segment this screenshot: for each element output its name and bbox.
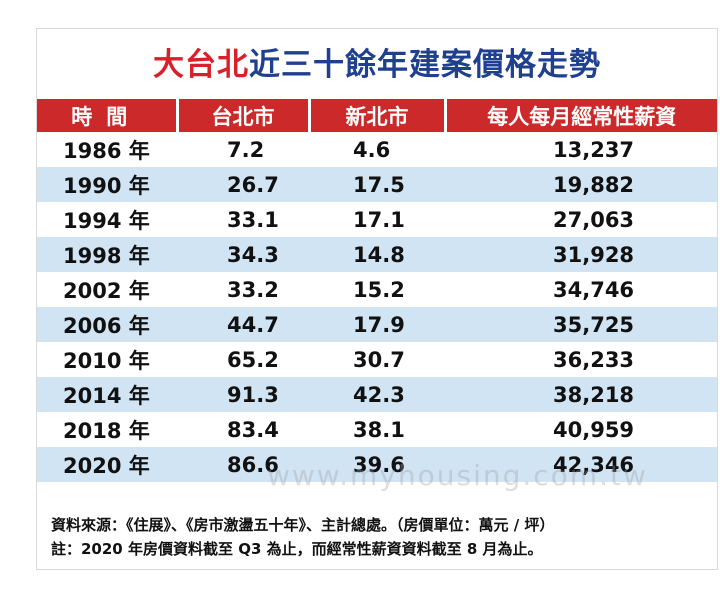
table-row: 2010 年 65.2 30.7 36,233 — [37, 342, 717, 377]
cell-new-taipei: 30.7 — [353, 347, 405, 372]
cell-wage: 34,746 — [553, 277, 635, 302]
title-region: 大台北 — [153, 47, 249, 83]
cell-new-taipei: 38.1 — [353, 417, 405, 442]
footnotes: 資料來源：《住展》、《房市激盪五十年》、主計總處。（房價單位：萬元 / 坪） 註… — [51, 513, 554, 561]
cell-new-taipei: 17.1 — [353, 207, 405, 232]
cell-new-taipei: 15.2 — [353, 277, 405, 302]
title-main: 近三十餘年建案價格走勢 — [249, 47, 601, 83]
cell-year: 1994 年 — [63, 208, 150, 233]
table-row: 1990 年 26.7 17.5 19,882 — [37, 167, 717, 202]
table-row: 2002 年 33.2 15.2 34,746 — [37, 272, 717, 307]
price-trend-card: 大台北近三十餘年建案價格走勢 時間 台北市 新北市 每人每月經常性薪資 1986… — [36, 28, 718, 570]
cell-new-taipei: 42.3 — [309, 377, 445, 412]
cell-year: 1998 年 — [37, 237, 177, 272]
price-table: 時間 台北市 新北市 每人每月經常性薪資 1986 年 7.2 4.6 13,2… — [37, 99, 717, 482]
cell-taipei: 86.6 — [177, 447, 309, 482]
cell-new-taipei: 17.5 — [309, 167, 445, 202]
watermark: www.myhousing.com.tw — [267, 459, 648, 492]
cell-year: 1990 年 — [37, 167, 177, 202]
cell-year: 2006 年 — [37, 307, 177, 342]
cell-wage: 35,725 — [445, 307, 717, 342]
cell-taipei: 26.7 — [177, 167, 309, 202]
cell-wage: 19,882 — [445, 167, 717, 202]
table-header-row: 時間 台北市 新北市 每人每月經常性薪資 — [37, 99, 717, 132]
cell-taipei: 83.4 — [227, 417, 279, 442]
cell-taipei: 34.3 — [177, 237, 309, 272]
header-time: 時間 — [37, 99, 177, 132]
cell-year: 2014 年 — [37, 377, 177, 412]
cell-taipei: 65.2 — [227, 347, 279, 372]
cell-wage: 27,063 — [553, 207, 635, 232]
cell-wage: 42,346 — [445, 447, 717, 482]
cell-new-taipei: 17.9 — [309, 307, 445, 342]
table-row: 2018 年 83.4 38.1 40,959 — [37, 412, 717, 447]
cell-wage: 13,237 — [553, 137, 635, 162]
cell-wage: 31,928 — [445, 237, 717, 272]
table-row: 1994 年 33.1 17.1 27,063 — [37, 202, 717, 237]
cell-taipei: 33.1 — [227, 207, 279, 232]
header-taipei: 台北市 — [175, 99, 309, 132]
cell-new-taipei: 4.6 — [353, 137, 391, 162]
table-row: 2014 年 91.3 42.3 38,218 — [37, 377, 717, 412]
page-title: 大台北近三十餘年建案價格走勢 — [37, 43, 717, 87]
table-row: 1986 年 7.2 4.6 13,237 — [37, 132, 717, 167]
cell-year: 2002 年 — [63, 278, 150, 303]
table-row: 2006 年 44.7 17.9 35,725 — [37, 307, 717, 342]
table-row: 2020 年 86.6 39.6 42,346 — [37, 447, 717, 482]
cell-wage: 36,233 — [553, 347, 635, 372]
source-note: 資料來源：《住展》、《房市激盪五十年》、主計總處。（房價單位：萬元 / 坪） — [51, 516, 555, 534]
cell-taipei: 7.2 — [227, 137, 265, 162]
header-monthly-wage: 每人每月經常性薪資 — [443, 99, 717, 132]
header-new-taipei: 新北市 — [307, 99, 445, 132]
cell-year: 2020 年 — [37, 447, 177, 482]
cell-wage: 38,218 — [445, 377, 717, 412]
cell-year: 1986 年 — [63, 138, 150, 163]
cell-taipei: 33.2 — [227, 277, 279, 302]
cell-taipei: 44.7 — [177, 307, 309, 342]
cell-new-taipei: 39.6 — [309, 447, 445, 482]
cell-taipei: 91.3 — [177, 377, 309, 412]
table-row: 1998 年 34.3 14.8 31,928 — [37, 237, 717, 272]
cell-year: 2018 年 — [63, 418, 150, 443]
cell-new-taipei: 14.8 — [309, 237, 445, 272]
cell-wage: 40,959 — [553, 417, 635, 442]
cell-year: 2010 年 — [63, 348, 150, 373]
remark-note: 註：2020 年房價資料截至 Q3 為止，而經常性薪資資料截至 8 月為止。 — [51, 540, 543, 558]
